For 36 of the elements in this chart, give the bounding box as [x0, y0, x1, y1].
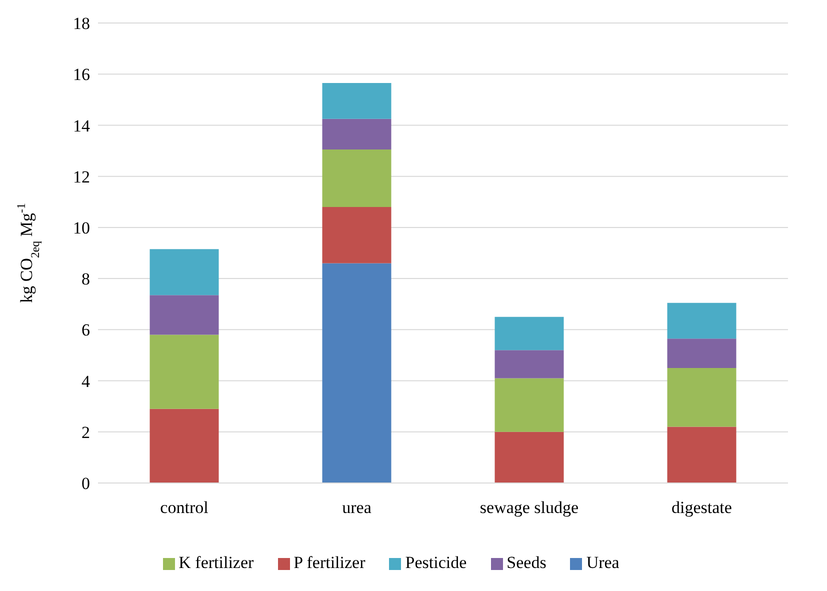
bar	[667, 426, 736, 483]
y-tick-label: 0	[82, 474, 90, 494]
bar	[150, 408, 219, 483]
bar	[150, 334, 219, 409]
bar	[322, 263, 392, 483]
bar	[494, 432, 564, 483]
bar	[667, 338, 736, 368]
bar	[322, 118, 392, 150]
bar	[494, 378, 564, 432]
y-tick-label: 6	[82, 320, 90, 340]
bar	[667, 302, 736, 339]
y-tick-label: 8	[82, 270, 90, 289]
y-tick-label: 4	[82, 372, 90, 391]
legend-label: P fertilizer	[294, 553, 366, 572]
legend-label: Pesticide	[405, 553, 467, 572]
x-tick-label: control	[160, 498, 209, 518]
x-tick-label: digestate	[672, 498, 732, 518]
legend-label: K fertilizer	[178, 553, 254, 572]
y-tick-label: 12	[73, 167, 90, 186]
bar	[494, 350, 564, 378]
bar	[322, 150, 392, 207]
bar	[322, 83, 392, 119]
x-tick-label: sewage sludge	[480, 498, 579, 518]
legend-label: Seeds	[506, 553, 546, 572]
y-tick-label: 18	[73, 14, 90, 34]
y-tick-label: 10	[73, 218, 90, 238]
y-tick-label: 16	[73, 65, 90, 84]
bar	[494, 316, 564, 350]
x-tick-label: urea	[342, 498, 372, 518]
bar	[150, 295, 219, 335]
bar	[150, 249, 219, 296]
bar	[667, 368, 736, 427]
legend-label: Urea	[586, 553, 620, 572]
bar	[322, 207, 392, 264]
y-tick-label: 2	[82, 422, 90, 442]
y-tick-label: 14	[73, 116, 90, 136]
